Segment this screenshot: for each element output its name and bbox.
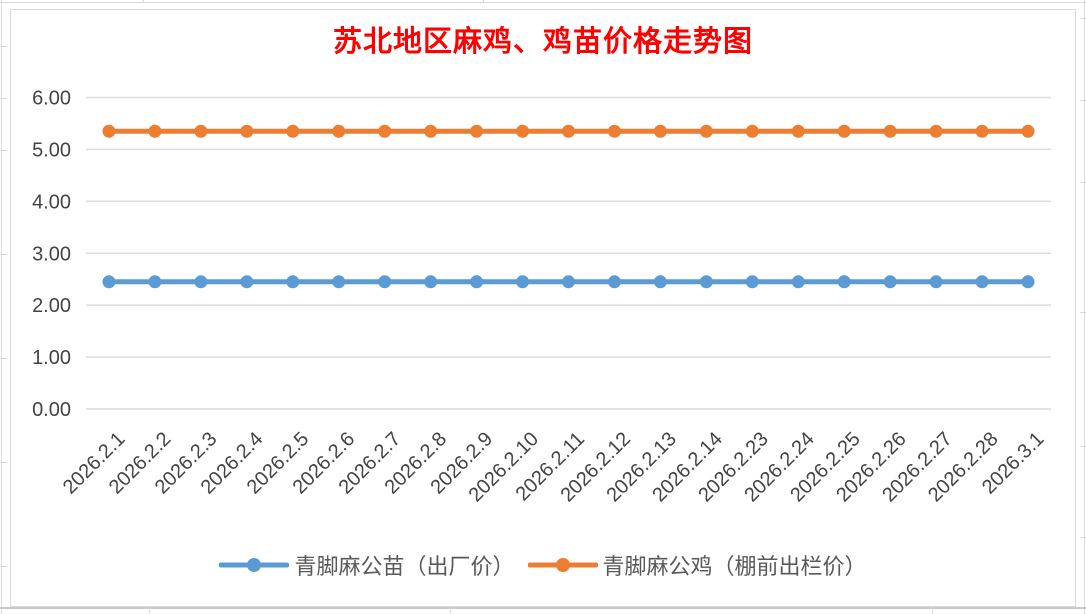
sheet-tick — [0, 462, 7, 463]
series-marker — [332, 275, 346, 289]
sheet-tick — [483, 0, 484, 3]
sheet-gridline-top — [0, 2, 1086, 3]
series-marker — [929, 275, 943, 289]
series-marker — [148, 124, 162, 138]
series-marker — [148, 275, 162, 289]
series-marker — [378, 124, 392, 138]
series-marker — [791, 275, 805, 289]
sheet-tick — [0, 254, 7, 255]
sheet-gridline-right — [1084, 0, 1085, 614]
series-marker — [883, 124, 897, 138]
series-marker — [745, 124, 759, 138]
sheet-tick — [143, 0, 144, 3]
series-marker — [562, 124, 575, 138]
series-marker — [1021, 124, 1035, 138]
series-marker — [653, 124, 667, 138]
legend-marker — [527, 558, 598, 572]
price-trend-chart[interactable]: 苏北地区麻鸡、鸡苗价格走势图 0.00 1.00 2.00 3.00 4.00 5.00 6… — [10, 9, 1076, 607]
sheet-tick — [1080, 182, 1086, 183]
series-group — [102, 124, 1035, 289]
y-tick-label: 5.00 — [32, 139, 71, 161]
series-marker — [102, 124, 116, 138]
y-tick-label: 6.00 — [32, 88, 71, 110]
y-tick-label: 3.00 — [32, 243, 71, 265]
sheet-gridline-left — [1, 0, 2, 614]
series-marker — [240, 124, 254, 138]
series-marker — [194, 124, 208, 138]
series-marker — [607, 275, 621, 289]
series-marker — [332, 124, 346, 138]
sheet-tick — [1080, 312, 1086, 313]
series-marker — [378, 275, 392, 289]
series-marker — [240, 275, 254, 289]
x-axis-labels: 2026.2.12026.2.22026.2.32026.2.42026.2.5… — [59, 428, 1049, 506]
series-marker — [975, 275, 989, 289]
sheet-tick — [0, 566, 7, 567]
sheet-tick — [0, 98, 7, 99]
sheet-gridline-bottom — [0, 607, 1086, 609]
series-marker — [516, 124, 530, 138]
legend-label: 青脚麻公鸡（棚前出栏价） — [602, 554, 867, 579]
series-marker — [791, 124, 805, 138]
sheet-tick — [1080, 537, 1086, 538]
chart-title: 苏北地区麻鸡、鸡苗价格走势图 — [332, 24, 753, 58]
legend-marker — [219, 558, 290, 572]
sheet-tick — [932, 606, 933, 614]
sheet-tick — [0, 46, 7, 47]
series-marker — [929, 124, 943, 138]
series-marker — [745, 275, 759, 289]
series-marker — [194, 275, 208, 289]
series-marker — [607, 124, 621, 138]
series-marker — [286, 275, 300, 289]
series-marker — [699, 275, 713, 289]
series-marker — [975, 124, 989, 138]
legend-item-chick-price: 青脚麻公苗（出厂价） — [219, 549, 515, 581]
legend: 青脚麻公苗（出厂价） 青脚麻公鸡（棚前出栏价） — [11, 549, 1075, 581]
series-marker — [424, 124, 438, 138]
series-marker — [562, 275, 575, 289]
y-tick-label: 2.00 — [32, 295, 71, 317]
series-marker — [470, 275, 484, 289]
series-marker — [102, 275, 116, 289]
sheet-tick — [450, 606, 451, 614]
y-tick-label: 0.00 — [32, 399, 71, 421]
series-marker — [424, 275, 438, 289]
series-marker — [837, 275, 851, 289]
y-tick-label: 1.00 — [32, 347, 71, 369]
series-marker — [653, 275, 667, 289]
series-marker — [516, 275, 530, 289]
sheet-tick — [1080, 446, 1086, 447]
sheet-tick — [1080, 18, 1086, 19]
sheet-tick — [0, 358, 7, 359]
gridlines — [86, 96, 1051, 410]
y-axis-labels: 0.00 1.00 2.00 3.00 4.00 5.00 6.00 — [32, 88, 71, 422]
sheet-tick — [0, 150, 7, 151]
sheet-tick — [1080, 100, 1086, 101]
series-marker — [286, 124, 300, 138]
legend-item-chicken-price: 青脚麻公鸡（棚前出栏价） — [527, 549, 867, 581]
legend-label: 青脚麻公苗（出厂价） — [294, 554, 515, 579]
series-marker — [470, 124, 484, 138]
series-marker — [1021, 275, 1035, 289]
series-marker — [837, 124, 851, 138]
y-tick-label: 4.00 — [32, 191, 71, 213]
sheet-tick — [149, 606, 150, 614]
series-marker — [883, 275, 897, 289]
plot-area: 0.00 1.00 2.00 3.00 4.00 5.00 6.00 2026.2.1202… — [32, 88, 1051, 506]
series-marker — [699, 124, 713, 138]
